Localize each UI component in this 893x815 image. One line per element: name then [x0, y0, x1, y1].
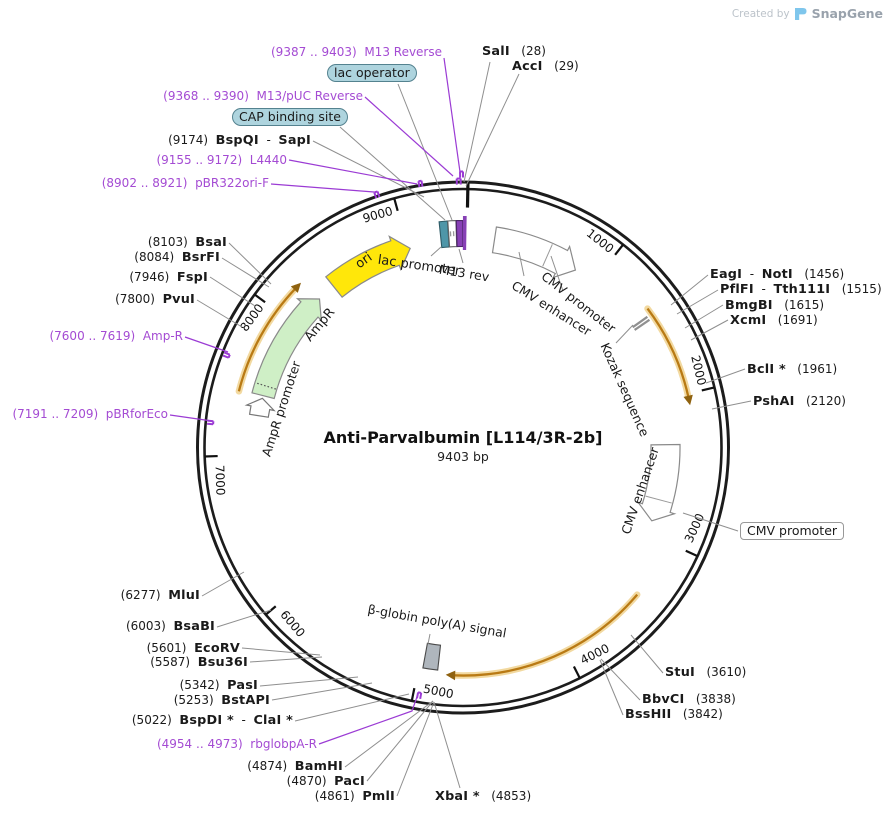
- feature-divider-cmv-enhancer-promoter-top: [542, 244, 553, 267]
- primer-amp-r-mark-foot: [222, 354, 229, 359]
- feature-cds-arc-1-arrowhead: [683, 394, 693, 406]
- feature-cds-arc-2: [452, 593, 639, 677]
- leader-bsu36i: [249, 656, 323, 663]
- leader-xcmi: [690, 319, 729, 341]
- leader-m13-puc-reverse: [364, 96, 454, 177]
- scale-tick-4000: [572, 666, 581, 679]
- leader-eagi-noti: [670, 274, 709, 306]
- feature-lac-operator-block: [455, 219, 464, 248]
- leader-rbglobpa-r: [318, 693, 419, 745]
- leader-bsrfi: [221, 257, 270, 288]
- leader-bspqi-sapi: [312, 140, 425, 198]
- primer-rbglobpa-r-mark-foot: [419, 692, 423, 700]
- feature-m13-rev-tick: [462, 215, 467, 251]
- leader-pbr322ori-f: [270, 183, 375, 193]
- leader-pshai: [711, 400, 752, 410]
- feature-ampr-arrow: [251, 298, 323, 400]
- scale-tick-9000: [393, 198, 399, 212]
- feature-ori-arrow: [324, 235, 411, 298]
- leader-cmv-promoter-callout: [682, 512, 739, 532]
- feature-ampr-promoter-arrow: [244, 397, 276, 418]
- scale-tick-label: 7000: [212, 465, 227, 496]
- feature-label-m13-rev: M13 rev: [438, 262, 491, 285]
- leader-bsabi: [216, 609, 272, 628]
- primer-l4440-mark-foot: [420, 180, 424, 187]
- primer-l4440-mark-foot: [417, 181, 421, 188]
- backbone-outer-ring: [196, 180, 730, 715]
- leader-acci: [465, 73, 520, 187]
- scale-tick-label: 6000: [277, 608, 307, 640]
- feature-cmv-enhancer-promoter-right: [636, 443, 681, 522]
- primer-pbr322ori-f-mark-foot: [373, 192, 378, 199]
- leader-bsai: [228, 242, 272, 285]
- scale-tick-1000: [614, 243, 625, 256]
- leader-bamhi: [344, 700, 434, 768]
- feature-kozak-sequence-mark: [633, 318, 651, 331]
- leader-fspi: [209, 276, 256, 307]
- kozak-leader: [615, 324, 634, 344]
- feature-divider-cmv-enhancer-promoter-right: [645, 495, 672, 504]
- leader-pbrforeco: [169, 414, 213, 422]
- scale-tick-5000: [410, 687, 416, 702]
- m13-rev-leader: [458, 248, 464, 264]
- cmv-promoter-top-leader: [550, 255, 564, 292]
- leader-cap-binding-site: [339, 126, 446, 221]
- feature-cds-arc-1-halo: [644, 305, 692, 402]
- scale-tick-label: 1000: [584, 226, 617, 256]
- feature-beta-globin-polya-block: [422, 642, 442, 671]
- primer-pbrforeco-mark-foot: [207, 422, 214, 426]
- scale-tick-2000: [701, 386, 715, 392]
- scale-tick-8000: [253, 293, 266, 304]
- leader-mlui: [201, 571, 245, 597]
- leader-paci: [366, 700, 434, 782]
- leader-pflfi-tth111i: [676, 289, 719, 315]
- feature-kozak-sequence-mark: [632, 315, 649, 329]
- leader-bbvci: [600, 658, 641, 701]
- leader-bmgbi: [684, 304, 724, 329]
- leader-m13-reverse: [443, 57, 461, 173]
- leader-sali: [463, 61, 491, 183]
- leader-bsshii: [599, 659, 624, 716]
- leader-bcli: [705, 368, 746, 384]
- leader-pmli: [396, 701, 435, 797]
- scale-tick-3000: [685, 549, 699, 558]
- scale-tick-label: 5000: [422, 682, 455, 702]
- lac-promoter-leader: [430, 246, 442, 257]
- scale-tick-label: 2000: [688, 354, 709, 387]
- feature-label-kozak-sequence: Kozak sequence: [598, 340, 653, 439]
- feature-label--globin-poly-a-signal: β-globin poly(A) signal: [367, 601, 508, 640]
- leader-pvui: [196, 299, 243, 328]
- feature-lac-promoter-block: [447, 220, 458, 248]
- backbone-inner-ring: [203, 187, 723, 708]
- leader-bstapi: [271, 682, 373, 701]
- leader-lac-operator: [397, 83, 453, 221]
- primer-amp-r-mark-foot: [223, 351, 231, 356]
- leader-ecorv: [241, 647, 321, 656]
- primer-pbr322ori-f-mark-foot: [376, 191, 381, 198]
- leader-amp-r-primer: [184, 336, 229, 353]
- leader-stui: [630, 634, 664, 674]
- leader-xbai: [433, 701, 461, 789]
- cmv-enhancer-top-leader: [518, 251, 525, 277]
- leader-l4440: [288, 159, 418, 185]
- polya-leader: [427, 633, 431, 645]
- feature-ampr-arc: [237, 287, 297, 392]
- leader-pasi: [259, 676, 359, 687]
- feature-cds-arc-1: [646, 307, 690, 399]
- feature-ampr-arc-arrowhead: [290, 282, 301, 293]
- leader-bspdi-clai: [294, 693, 410, 722]
- feature-cds-arc-2-arrowhead: [445, 670, 456, 681]
- feature-cmv-enhancer-promoter-top: [491, 226, 577, 279]
